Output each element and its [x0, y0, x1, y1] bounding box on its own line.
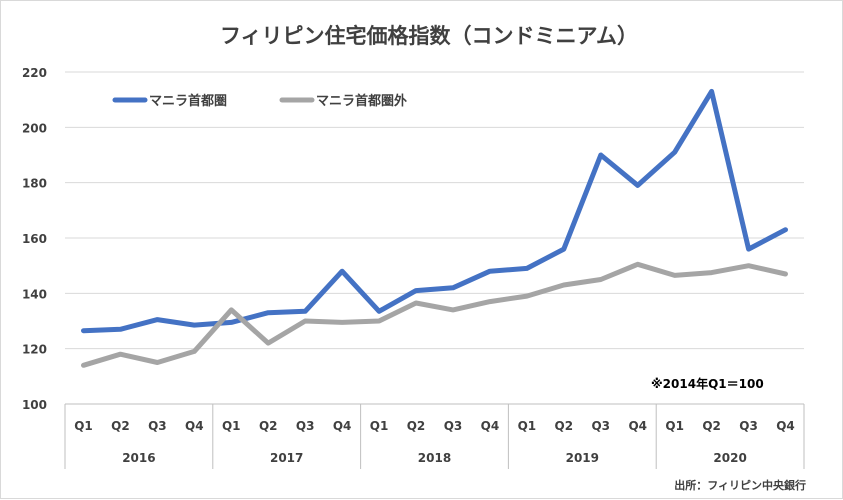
x-tick-label: Q3 — [739, 419, 758, 433]
x-tick-label: Q4 — [333, 419, 352, 433]
y-tick-label: 220 — [22, 66, 47, 80]
y-tick-label: 200 — [22, 121, 47, 135]
x-group-label: 2020 — [713, 451, 746, 465]
x-tick-label: Q4 — [628, 419, 647, 433]
x-tick-label: Q3 — [296, 419, 315, 433]
legend: マニラ首都圏 マニラ首都圏外 — [115, 93, 407, 109]
chart-title: フィリピン住宅価格指数（コンドミニアム） — [220, 24, 638, 48]
x-tick-label: Q4 — [776, 419, 795, 433]
series-line-outside-manila — [84, 264, 786, 365]
legend-label-manila: マニラ首都圏 — [149, 93, 227, 109]
series-lines — [83, 91, 785, 365]
x-tick-label: Q2 — [111, 419, 130, 433]
x-group-label: 2018 — [418, 451, 451, 465]
legend-label-outside-manila: マニラ首都圏外 — [316, 93, 407, 109]
x-tick-label: Q3 — [591, 419, 610, 433]
x-tick-label: Q2 — [407, 419, 426, 433]
x-tick-label: Q3 — [148, 419, 167, 433]
x-tick-label: Q1 — [74, 419, 93, 433]
y-axis-ticks: 100 120 140 160 180 200 220 — [22, 66, 47, 412]
x-group-label: 2016 — [122, 451, 155, 465]
x-tick-label: Q3 — [444, 419, 463, 433]
x-group-label: 2019 — [566, 451, 599, 465]
y-tick-label: 120 — [22, 343, 47, 357]
x-tick-label: Q4 — [185, 419, 204, 433]
x-axis: Q1 Q2 Q3 Q4 Q1 Q2 Q3 Q4 Q1 Q2 Q3 Q4 Q1 Q2 Q3 Q4 Q1 Q2 Q3 Q4… — [65, 404, 804, 469]
x-tick-label: Q1 — [222, 419, 241, 433]
base-note: ※2014年Q1＝100 — [651, 376, 764, 391]
x-tick-label: Q4 — [481, 419, 500, 433]
x-group-label: 2017 — [270, 451, 303, 465]
x-tick-label: Q1 — [370, 419, 389, 433]
y-tick-label: 180 — [22, 177, 47, 191]
x-tick-label: Q2 — [259, 419, 278, 433]
x-tick-label: Q1 — [665, 419, 684, 433]
y-tick-label: 100 — [22, 398, 47, 412]
source-note: 出所：フィリピン中央銀行 — [674, 478, 806, 492]
x-tick-label: Q2 — [702, 419, 721, 433]
x-tick-label: Q2 — [555, 419, 574, 433]
y-tick-label: 160 — [22, 232, 47, 246]
x-tick-label: Q1 — [518, 419, 537, 433]
y-tick-label: 140 — [22, 287, 47, 301]
